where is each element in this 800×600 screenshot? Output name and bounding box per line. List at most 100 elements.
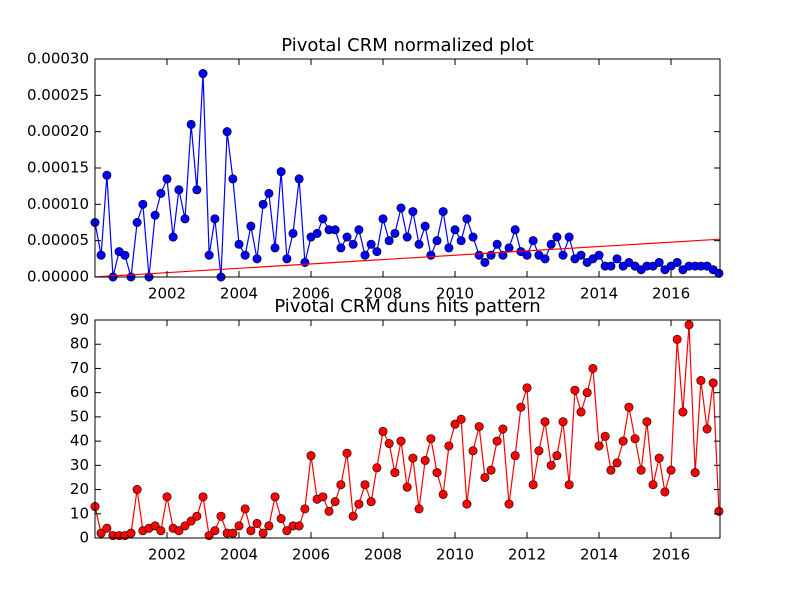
data-point [408, 207, 418, 217]
data-point [444, 441, 454, 451]
data-point [690, 468, 700, 478]
y-tick-label: 50 [70, 407, 89, 425]
x-tick-label: 2004 [220, 285, 258, 303]
data-point [408, 453, 418, 463]
data-point [624, 402, 634, 412]
data-point [138, 199, 148, 209]
x-tick-label: 2010 [436, 285, 474, 303]
data-point [402, 482, 412, 492]
data-point [354, 499, 364, 509]
y-tick-label: 0.00015 [27, 159, 89, 177]
x-tick-label: 2010 [436, 546, 474, 564]
x-tick-label: 2002 [148, 546, 186, 564]
data-point [612, 458, 622, 468]
data-point [294, 521, 304, 531]
x-tick-label: 2008 [364, 285, 402, 303]
data-point [552, 451, 562, 461]
data-point [678, 407, 688, 417]
data-point [186, 516, 196, 526]
data-point [630, 434, 640, 444]
data-point [342, 448, 352, 458]
data-point [366, 497, 376, 507]
data-point [318, 492, 328, 502]
data-point [504, 499, 514, 509]
data-point [384, 439, 394, 449]
data-point [216, 511, 226, 521]
data-point [336, 480, 346, 490]
data-point [606, 261, 616, 271]
data-point [516, 402, 526, 412]
data-point [564, 232, 574, 242]
x-tick-label: 2002 [148, 285, 186, 303]
data-point [456, 236, 466, 246]
data-point [462, 214, 472, 224]
data-point [570, 385, 580, 395]
data-point [264, 188, 274, 198]
data-point [600, 431, 610, 441]
data-point [666, 465, 676, 475]
data-point [234, 521, 244, 531]
data-point [360, 480, 370, 490]
y-tick-label: 20 [70, 480, 89, 498]
data-point [546, 460, 556, 470]
data-point [120, 250, 130, 260]
data-point [282, 526, 292, 536]
data-point [312, 228, 322, 238]
data-point [540, 417, 550, 427]
data-point [252, 518, 262, 528]
data-point [378, 426, 388, 436]
data-point [552, 232, 562, 242]
data-point [258, 528, 268, 538]
data-point [270, 243, 280, 253]
data-point [366, 239, 376, 249]
data-point [294, 174, 304, 184]
x-tick-label: 2008 [364, 546, 402, 564]
data-point [96, 250, 106, 260]
data-point [150, 521, 160, 531]
chart-title: Pivotal CRM normalized plot [281, 35, 534, 56]
data-point [534, 446, 544, 456]
data-point [96, 528, 106, 538]
data-point [528, 236, 538, 246]
data-point [438, 489, 448, 499]
series-line [94, 238, 721, 278]
data-point [444, 243, 454, 253]
data-point [450, 225, 460, 235]
data-point [456, 414, 466, 424]
data-point [714, 268, 724, 278]
data-point [210, 214, 220, 224]
data-point [228, 528, 238, 538]
data-point [492, 436, 502, 446]
data-point [288, 228, 298, 238]
data-point [522, 383, 532, 393]
data-point [660, 487, 670, 497]
data-point [390, 468, 400, 478]
data-point [582, 388, 592, 398]
data-point [414, 504, 424, 514]
data-point [192, 185, 202, 195]
data-point [180, 521, 190, 531]
data-point [528, 480, 538, 490]
data-point [432, 236, 442, 246]
data-point [150, 210, 160, 220]
data-point [702, 424, 712, 434]
data-point [576, 250, 586, 260]
data-point [426, 434, 436, 444]
data-point [192, 511, 202, 521]
data-point [468, 446, 478, 456]
data-point [522, 250, 532, 260]
data-point [270, 492, 280, 502]
data-point [132, 218, 142, 228]
data-point [348, 239, 358, 249]
data-point [612, 254, 622, 264]
y-tick-label: 0 [79, 529, 89, 547]
data-point [342, 232, 352, 242]
data-point [540, 254, 550, 264]
data-point [636, 465, 646, 475]
data-point [264, 521, 274, 531]
chart-title: Pivotal CRM duns hits pattern [274, 296, 540, 317]
y-tick-label: 0.00010 [27, 195, 89, 213]
data-point [156, 188, 166, 198]
